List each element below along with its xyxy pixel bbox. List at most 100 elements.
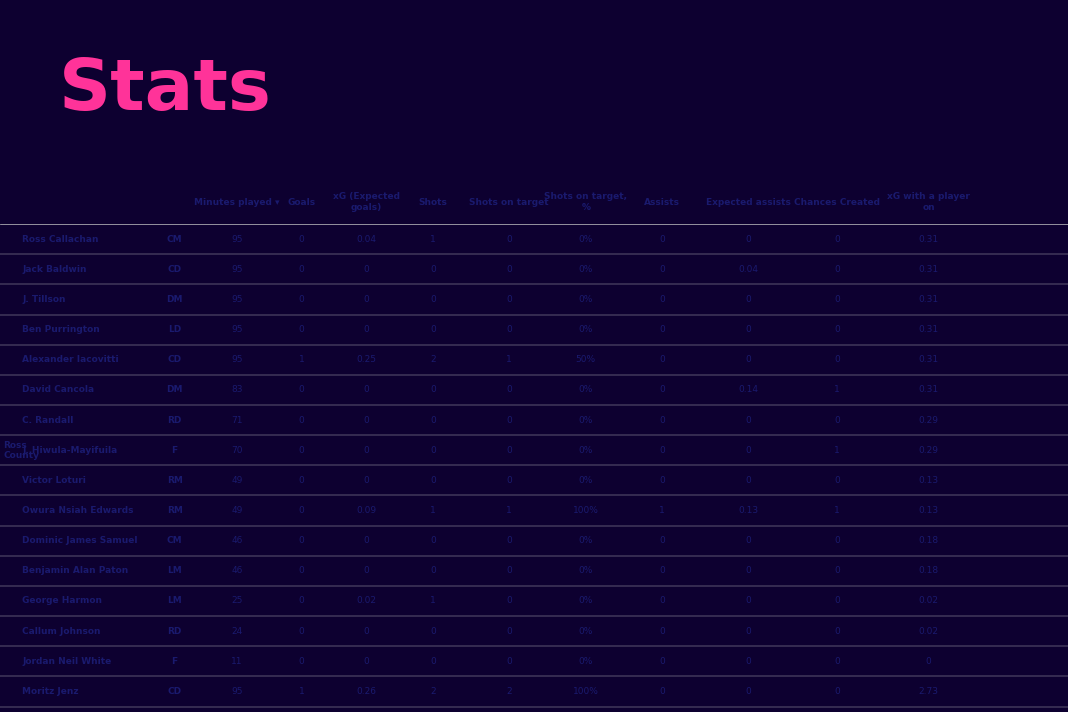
Text: xG with a player
on: xG with a player on bbox=[888, 192, 970, 212]
Text: 0: 0 bbox=[834, 355, 841, 365]
Text: 0.18: 0.18 bbox=[918, 566, 939, 575]
Text: 0: 0 bbox=[659, 597, 665, 605]
Text: 1: 1 bbox=[299, 687, 304, 696]
Text: 0%: 0% bbox=[579, 235, 593, 244]
Text: 0: 0 bbox=[834, 656, 841, 666]
Text: 95: 95 bbox=[232, 325, 242, 334]
Text: 0.04: 0.04 bbox=[739, 265, 758, 274]
Text: 0.02: 0.02 bbox=[918, 597, 939, 605]
Text: 0: 0 bbox=[745, 627, 752, 636]
Text: J. Hiwula-Mayifuila: J. Hiwula-Mayifuila bbox=[22, 446, 117, 455]
Text: 0.31: 0.31 bbox=[918, 355, 939, 365]
Text: 0: 0 bbox=[834, 536, 841, 545]
Text: 0: 0 bbox=[834, 265, 841, 274]
Text: Dominic James Samuel: Dominic James Samuel bbox=[22, 536, 138, 545]
Text: 0: 0 bbox=[506, 446, 512, 455]
Text: 0: 0 bbox=[299, 476, 304, 485]
Text: 0: 0 bbox=[506, 325, 512, 334]
Text: 1: 1 bbox=[299, 355, 304, 365]
Text: 0: 0 bbox=[659, 446, 665, 455]
Text: 0: 0 bbox=[299, 566, 304, 575]
Text: Ben Purrington: Ben Purrington bbox=[22, 325, 100, 334]
Text: 0: 0 bbox=[659, 687, 665, 696]
Text: Alexander Iacovitti: Alexander Iacovitti bbox=[22, 355, 119, 365]
Text: Chances Created: Chances Created bbox=[795, 198, 880, 206]
Text: 0.25: 0.25 bbox=[357, 355, 376, 365]
Text: 0: 0 bbox=[834, 325, 841, 334]
Text: 0: 0 bbox=[745, 536, 752, 545]
Text: 0: 0 bbox=[745, 416, 752, 424]
Text: 0%: 0% bbox=[579, 446, 593, 455]
Text: 0: 0 bbox=[363, 385, 370, 394]
Text: LM: LM bbox=[168, 597, 182, 605]
Text: 0: 0 bbox=[659, 627, 665, 636]
Text: 0: 0 bbox=[745, 295, 752, 304]
Text: 0%: 0% bbox=[579, 566, 593, 575]
Text: 1: 1 bbox=[506, 355, 512, 365]
Text: 24: 24 bbox=[232, 627, 242, 636]
Text: RM: RM bbox=[167, 506, 183, 515]
Text: George Harmon: George Harmon bbox=[22, 597, 103, 605]
Text: 0: 0 bbox=[430, 536, 436, 545]
Text: 0: 0 bbox=[745, 597, 752, 605]
Text: 0: 0 bbox=[363, 566, 370, 575]
Text: 0: 0 bbox=[430, 446, 436, 455]
Text: 0.02: 0.02 bbox=[918, 627, 939, 636]
Text: 0.04: 0.04 bbox=[357, 235, 376, 244]
Text: 0: 0 bbox=[363, 446, 370, 455]
Text: 0: 0 bbox=[745, 235, 752, 244]
Text: 0: 0 bbox=[299, 597, 304, 605]
Text: 95: 95 bbox=[232, 265, 242, 274]
Text: 2: 2 bbox=[430, 687, 436, 696]
Text: 0.13: 0.13 bbox=[918, 476, 939, 485]
Text: 0.02: 0.02 bbox=[357, 597, 376, 605]
Text: 0: 0 bbox=[299, 506, 304, 515]
Text: CM: CM bbox=[167, 235, 183, 244]
Text: 2.73: 2.73 bbox=[918, 687, 939, 696]
Text: 0: 0 bbox=[506, 295, 512, 304]
Text: 95: 95 bbox=[232, 295, 242, 304]
Text: 0: 0 bbox=[299, 416, 304, 424]
Text: 11: 11 bbox=[232, 656, 242, 666]
Text: Expected assists: Expected assists bbox=[706, 198, 791, 206]
Text: 46: 46 bbox=[232, 566, 242, 575]
Text: 0%: 0% bbox=[579, 325, 593, 334]
Text: DM: DM bbox=[167, 385, 183, 394]
Text: 71: 71 bbox=[232, 416, 242, 424]
Text: 2: 2 bbox=[430, 355, 436, 365]
Text: 49: 49 bbox=[232, 476, 242, 485]
Text: 49: 49 bbox=[232, 506, 242, 515]
Text: RD: RD bbox=[168, 627, 182, 636]
Text: 0: 0 bbox=[430, 295, 436, 304]
Text: 1: 1 bbox=[430, 506, 436, 515]
Text: 0: 0 bbox=[506, 627, 512, 636]
Text: 0.13: 0.13 bbox=[739, 506, 758, 515]
Text: 0: 0 bbox=[430, 265, 436, 274]
Text: 0: 0 bbox=[299, 536, 304, 545]
Text: 0: 0 bbox=[430, 656, 436, 666]
Text: 1: 1 bbox=[659, 506, 665, 515]
Text: Ross Callachan: Ross Callachan bbox=[22, 235, 99, 244]
Text: 0: 0 bbox=[659, 566, 665, 575]
Text: 0: 0 bbox=[659, 355, 665, 365]
Text: 0: 0 bbox=[834, 476, 841, 485]
Text: 0.31: 0.31 bbox=[918, 265, 939, 274]
Text: DM: DM bbox=[167, 295, 183, 304]
Text: 0.31: 0.31 bbox=[918, 235, 939, 244]
Text: 0: 0 bbox=[506, 265, 512, 274]
Text: 83: 83 bbox=[232, 385, 242, 394]
Text: 0: 0 bbox=[745, 566, 752, 575]
Text: 0: 0 bbox=[363, 476, 370, 485]
Text: 0: 0 bbox=[363, 325, 370, 334]
Text: 0: 0 bbox=[430, 476, 436, 485]
Text: 1: 1 bbox=[430, 235, 436, 244]
Text: 1: 1 bbox=[430, 597, 436, 605]
Text: 0: 0 bbox=[506, 416, 512, 424]
Text: 0%: 0% bbox=[579, 597, 593, 605]
Text: Callum Johnson: Callum Johnson bbox=[22, 627, 101, 636]
Text: 0.31: 0.31 bbox=[918, 385, 939, 394]
Text: Shots on target: Shots on target bbox=[469, 198, 549, 206]
Text: 0%: 0% bbox=[579, 416, 593, 424]
Text: 1: 1 bbox=[834, 385, 841, 394]
Text: 100%: 100% bbox=[572, 687, 599, 696]
